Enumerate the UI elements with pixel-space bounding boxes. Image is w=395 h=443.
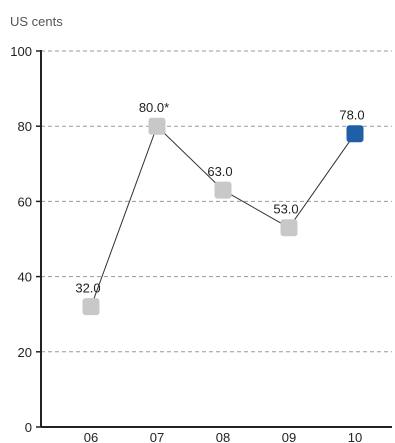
tick-label-layer: 0 20 40 60 80 100 06 07 08 09 10: [10, 44, 362, 443]
data-label: 80.0*: [139, 100, 169, 115]
y-tick-label: 40: [18, 270, 32, 285]
x-tick-label: 06: [84, 430, 98, 443]
data-label-layer: 32.0 80.0* 63.0 53.0 78.0: [75, 100, 364, 295]
data-point-highlight: [346, 125, 364, 143]
x-tick-label: 09: [282, 430, 296, 443]
x-tick-label: 08: [216, 430, 230, 443]
y-tick-label: 20: [18, 345, 32, 360]
y-tick-label: 60: [18, 194, 32, 209]
x-tick-label: 07: [150, 430, 164, 443]
data-label: 63.0: [207, 164, 232, 179]
y-tick-label: 100: [10, 44, 32, 59]
data-point: [148, 117, 166, 135]
data-point: [82, 298, 100, 316]
unit-label: US cents: [10, 14, 63, 29]
data-label: 32.0: [75, 281, 100, 296]
data-label: 53.0: [273, 202, 298, 217]
axis-layer: [36, 50, 392, 428]
grid-layer: [41, 50, 392, 353]
series-line: [90, 125, 356, 307]
data-point: [214, 181, 232, 199]
data-label: 78.0: [339, 108, 364, 123]
x-tick-label: 10: [348, 430, 362, 443]
y-tick-label: 0: [25, 420, 32, 435]
data-marker-layer: [82, 117, 364, 316]
data-point: [280, 219, 298, 237]
series-line-layer: [90, 125, 356, 307]
y-tick-label: 80: [18, 119, 32, 134]
